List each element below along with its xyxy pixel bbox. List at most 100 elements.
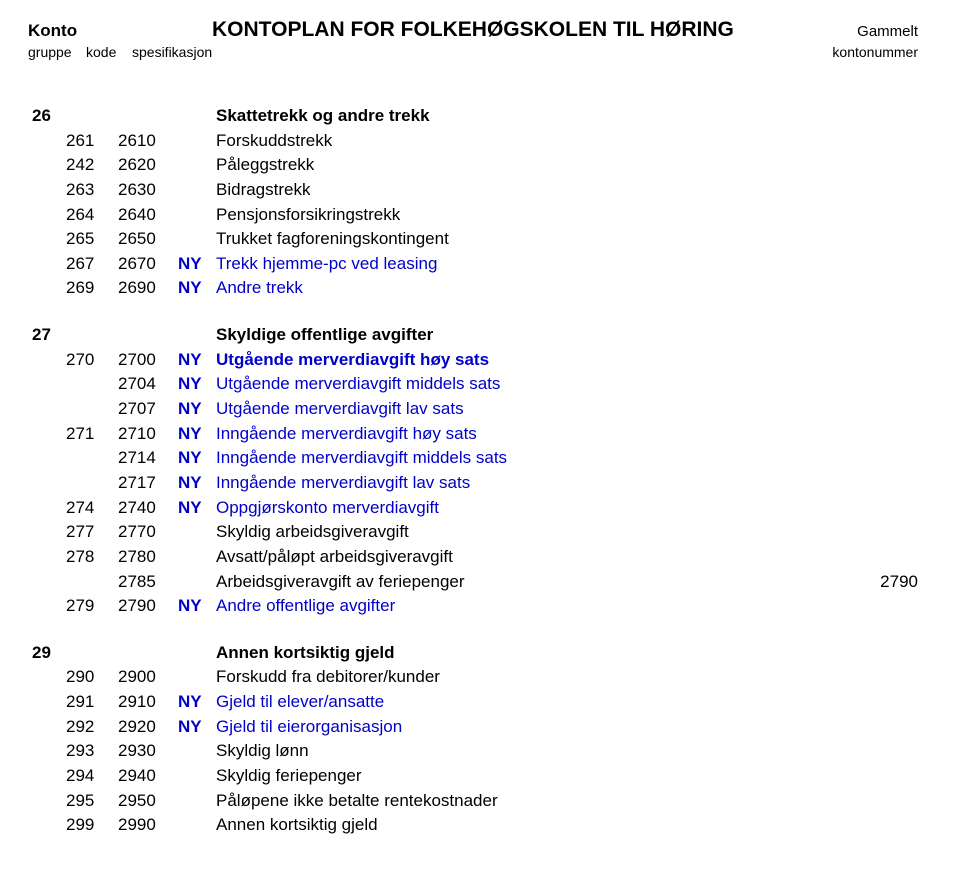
account-description: Utgående merverdiavgift lav sats <box>216 397 858 422</box>
section: 27Skyldige offentlige avgifter2702700NYU… <box>28 323 918 619</box>
account-description: Pensjonsforsikringstrekk <box>216 203 858 228</box>
account-code: 2610 <box>118 129 178 154</box>
account-code: 2700 <box>118 348 178 373</box>
section-header-row: 26 Skattetrekk og andre trekk <box>28 104 918 129</box>
account-description: Skyldig lønn <box>216 739 858 764</box>
subhdr-spes: spesifikasjon <box>132 44 832 60</box>
account-code: 2650 <box>118 227 178 252</box>
account-description: Påløpene ikke betalte rentekostnader <box>216 789 858 814</box>
ny-flag: NY <box>178 422 216 447</box>
account-description: Annen kortsiktig gjeld <box>216 813 858 838</box>
subgroup-code: 261 <box>66 129 118 154</box>
subhdr-gruppe: gruppe <box>28 44 86 60</box>
account-row: 2952950 Påløpene ikke betalte rentekostna… <box>28 789 918 814</box>
account-row: 2652650 Trukket fagforeningskontingent <box>28 227 918 252</box>
account-row: 2632630Bidragstrekk <box>28 178 918 203</box>
account-code: 2620 <box>118 153 178 178</box>
subhdr-kode: kode <box>86 44 132 60</box>
ny-flag: NY <box>178 446 216 471</box>
ny-flag: NY <box>178 397 216 422</box>
account-description: Skyldig arbeidsgiveravgift <box>216 520 858 545</box>
account-code: 2940 <box>118 764 178 789</box>
subgroup-code: 264 <box>66 203 118 228</box>
account-row: 2942940Skyldig feriepenger <box>28 764 918 789</box>
account-description: Påleggstrekk <box>216 153 858 178</box>
account-row: 2692690NYAndre trekk <box>28 276 918 301</box>
ny-flag: NY <box>178 348 216 373</box>
account-code: 2785 <box>118 570 178 595</box>
account-code: 2790 <box>118 594 178 619</box>
account-description: Trukket fagforeningskontingent <box>216 227 858 252</box>
account-code: 2710 <box>118 422 178 447</box>
account-row: 2902900Forskudd fra debitorer/kunder <box>28 665 918 690</box>
account-row: 2642640 Pensjonsforsikringstrekk <box>28 203 918 228</box>
header-konto: Konto <box>28 21 212 41</box>
account-code: 2717 <box>118 471 178 496</box>
account-description: Utgående merverdiavgift middels sats <box>216 372 858 397</box>
account-description: Gjeld til eierorganisasjon <box>216 715 858 740</box>
account-row: 2922920NYGjeld til eierorganisasjon <box>28 715 918 740</box>
subgroup-code: 278 <box>66 545 118 570</box>
account-code: 2670 <box>118 252 178 277</box>
subgroup-code: 293 <box>66 739 118 764</box>
subgroup-code: 263 <box>66 178 118 203</box>
account-description: Inngående merverdiavgift høy sats <box>216 422 858 447</box>
subgroup-code: 299 <box>66 813 118 838</box>
subgroup-code: 265 <box>66 227 118 252</box>
ny-flag: NY <box>178 496 216 521</box>
header-row: Konto KONTOPLAN FOR FOLKEHØGSKOLEN TIL H… <box>28 18 918 42</box>
ny-flag: NY <box>178 252 216 277</box>
account-description: Forskuddstrekk <box>216 129 858 154</box>
account-description: Oppgjørskonto merverdiavgift <box>216 496 858 521</box>
account-row: 2782780Avsatt/påløpt arbeidsgiveravgift <box>28 545 918 570</box>
account-code: 2707 <box>118 397 178 422</box>
section-header-row: 27Skyldige offentlige avgifter <box>28 323 918 348</box>
account-code: 2990 <box>118 813 178 838</box>
account-description: Skyldig feriepenger <box>216 764 858 789</box>
account-code: 2920 <box>118 715 178 740</box>
group-number: 29 <box>28 641 66 666</box>
account-description: Forskudd fra debitorer/kunder <box>216 665 858 690</box>
account-description: Avsatt/påløpt arbeidsgiveravgift <box>216 545 858 570</box>
group-number: 26 <box>28 104 66 129</box>
account-row: 2707NYUtgående merverdiavgift lav sats <box>28 397 918 422</box>
account-description: Inngående merverdiavgift middels sats <box>216 446 858 471</box>
account-code: 2690 <box>118 276 178 301</box>
account-code: 2900 <box>118 665 178 690</box>
account-code: 2950 <box>118 789 178 814</box>
subgroup-code: 269 <box>66 276 118 301</box>
section-title: Skattetrekk og andre trekk <box>216 104 858 129</box>
account-code: 2704 <box>118 372 178 397</box>
subgroup-code: 292 <box>66 715 118 740</box>
subgroup-code: 242 <box>66 153 118 178</box>
section-title: Annen kortsiktig gjeld <box>216 641 858 666</box>
account-code: 2740 <box>118 496 178 521</box>
subgroup-code: 270 <box>66 348 118 373</box>
account-row: 2717NYInngående merverdiavgift lav sats <box>28 471 918 496</box>
account-description: Arbeidsgiveravgift av feriepenger <box>216 570 858 595</box>
account-row: 2772770Skyldig arbeidsgiveravgift <box>28 520 918 545</box>
account-row: 2704NYUtgående merverdiavgift middels sa… <box>28 372 918 397</box>
account-code: 2930 <box>118 739 178 764</box>
subgroup-code: 279 <box>66 594 118 619</box>
ny-flag: NY <box>178 471 216 496</box>
section: 26 Skattetrekk og andre trekk 2612610 Forsk… <box>28 104 918 301</box>
account-row: 2785Arbeidsgiveravgift av feriepenger279… <box>28 570 918 595</box>
section-title: Skyldige offentlige avgifter <box>216 323 858 348</box>
account-row: 2742740NYOppgjørskonto merverdiavgift <box>28 496 918 521</box>
account-row: 2612610 Forskuddstrekk <box>28 129 918 154</box>
subgroup-code: 267 <box>66 252 118 277</box>
subgroup-code: 271 <box>66 422 118 447</box>
account-description: Inngående merverdiavgift lav sats <box>216 471 858 496</box>
account-description: Gjeld til elever/ansatte <box>216 690 858 715</box>
section-header-row: 29 Annen kortsiktig gjeld <box>28 641 918 666</box>
page-title: KONTOPLAN FOR FOLKEHØGSKOLEN TIL HØRING <box>212 18 857 42</box>
account-description: Andre trekk <box>216 276 858 301</box>
account-code: 2640 <box>118 203 178 228</box>
subhdr-right: kontonummer <box>832 44 918 60</box>
subgroup-code: 274 <box>66 496 118 521</box>
account-row: 2712710NYInngående merverdiavgift høy sa… <box>28 422 918 447</box>
subgroup-code: 295 <box>66 789 118 814</box>
ny-flag: NY <box>178 276 216 301</box>
sections-container: 26 Skattetrekk og andre trekk 2612610 Forsk… <box>28 104 918 838</box>
